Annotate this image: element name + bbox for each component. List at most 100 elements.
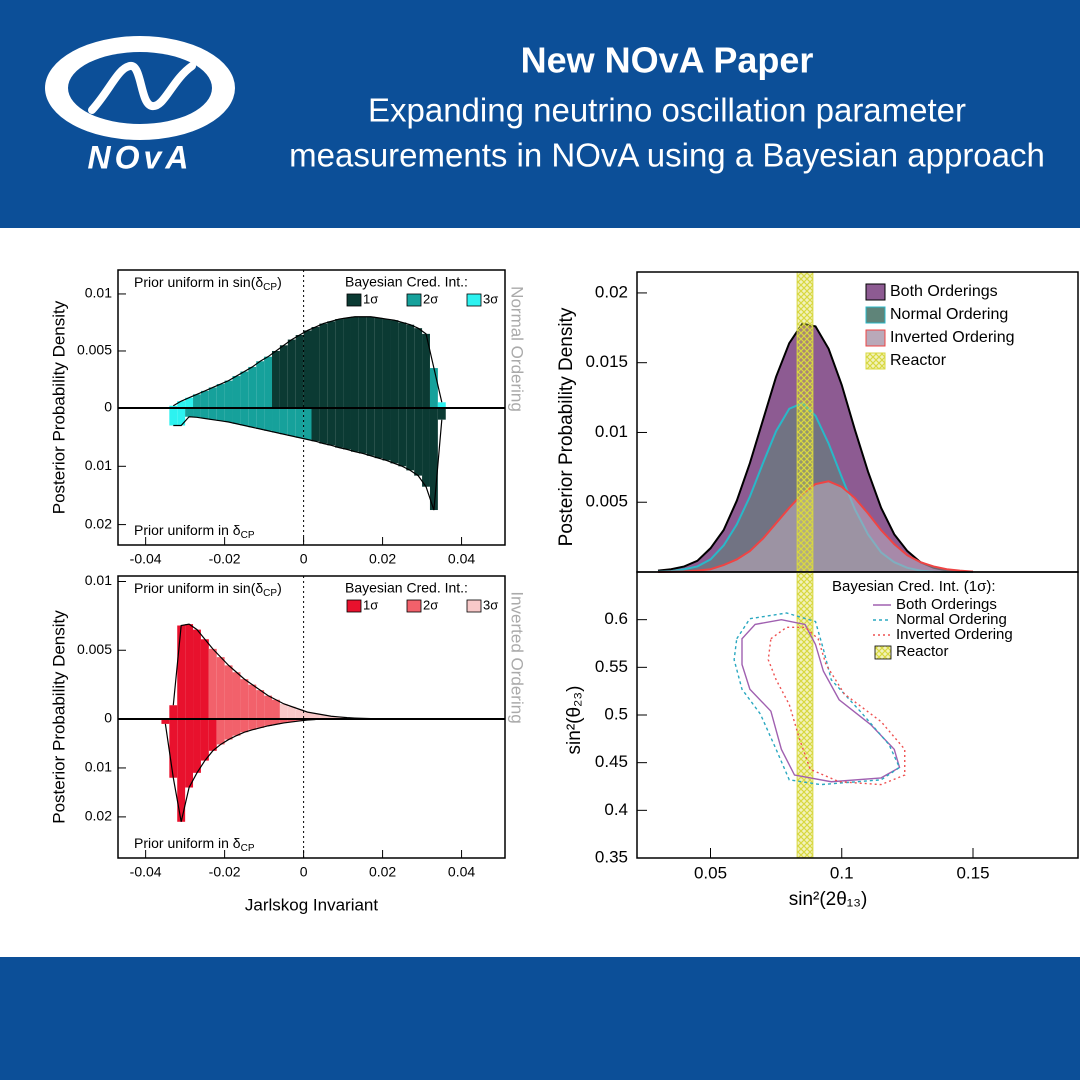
histogram-bin <box>200 408 209 419</box>
logo-swoosh <box>88 62 196 114</box>
histogram-bin <box>264 356 273 408</box>
histogram-bin <box>311 713 320 719</box>
legend-label: Normal Ordering <box>890 306 1008 323</box>
y-tick-label: 0 <box>104 399 112 415</box>
y-tick-label: 0.005 <box>585 492 628 511</box>
histogram-bin <box>437 402 446 408</box>
x-axis-label: Jarlskog Invariant <box>245 895 379 914</box>
histogram-bin <box>224 380 233 408</box>
annotation-text: Prior uniform in δ <box>134 835 241 851</box>
subtitle-line: measurements in NOvA using a Bayesian ap… <box>289 137 1045 174</box>
density-outline <box>172 623 387 720</box>
histogram-bin <box>272 350 280 408</box>
histogram-bin <box>185 719 194 788</box>
histogram-bin <box>169 705 178 719</box>
histogram-bin <box>295 408 304 438</box>
x-tick-label: 0.02 <box>369 551 396 567</box>
y-tick-label: 0.4 <box>604 800 628 819</box>
annotation-text: Prior uniform in δ <box>134 522 241 538</box>
histogram-bin <box>406 408 415 471</box>
density-outline <box>172 316 443 407</box>
legend-label: Reactor <box>890 352 947 369</box>
x-tick-label: 0 <box>300 864 308 880</box>
x-tick-label: 0.02 <box>369 864 396 880</box>
histogram-bin <box>390 408 399 464</box>
x-tick-label: 0.04 <box>448 864 475 880</box>
histogram-bin <box>208 719 217 751</box>
histogram-bin <box>208 648 217 719</box>
histogram-bin <box>185 624 194 719</box>
y-axis-label: Posterior Probability Density <box>49 610 68 824</box>
histogram-bin <box>295 709 304 719</box>
histogram-bin <box>327 716 336 719</box>
histogram-bin <box>366 316 375 408</box>
histogram-bin <box>256 719 265 728</box>
density-line <box>657 480 974 573</box>
legend-swatch <box>865 283 886 301</box>
histogram-bin <box>200 390 209 408</box>
histogram-bin <box>177 401 186 408</box>
reactor-band <box>796 571 814 859</box>
histogram-bin <box>224 408 233 422</box>
legend-swatch <box>874 645 892 660</box>
footer-band <box>0 957 1080 1080</box>
x-tick-label: -0.04 <box>130 551 162 567</box>
y-tick-label: 0.02 <box>595 282 628 301</box>
y-tick-label: 0.45 <box>595 752 628 771</box>
histogram-bin <box>272 699 280 719</box>
histogram-bin <box>422 408 430 487</box>
x-tick-label: -0.02 <box>209 864 241 880</box>
density-area <box>658 481 973 572</box>
histogram-bin <box>272 408 280 433</box>
legend-swatch <box>346 599 362 613</box>
histogram-bin <box>279 719 288 723</box>
y-tick-label: 0.5 <box>604 704 628 723</box>
legend-label: 3σ <box>483 597 498 612</box>
legend-label: Inverted Ordering <box>896 626 1013 643</box>
histogram-bin <box>193 719 201 773</box>
histogram-bin <box>374 317 383 408</box>
histogram-bin <box>169 408 178 426</box>
histogram-bin <box>208 408 217 420</box>
y-tick-label: 0.01 <box>85 572 112 588</box>
legend-label: 3σ <box>483 291 498 306</box>
y-tick-label: 0.01 <box>85 457 112 473</box>
histogram-bin <box>335 319 344 408</box>
annotation-text: Prior uniform in sin(δ <box>134 580 263 596</box>
histogram-bin <box>429 408 438 511</box>
histogram-bin <box>319 408 328 444</box>
legend-label: 1σ <box>363 291 378 306</box>
histogram-bin <box>382 319 391 408</box>
legend-label: Reactor <box>896 643 949 660</box>
x-tick-label: -0.04 <box>130 864 162 880</box>
legend-label: Normal Ordering <box>896 611 1007 628</box>
histogram-bin <box>177 719 186 822</box>
histogram-bin <box>327 321 336 408</box>
y-axis-label: Posterior Probability Density <box>556 307 577 546</box>
legend-label: 2σ <box>423 597 438 612</box>
x-tick-label: -0.02 <box>209 551 241 567</box>
histogram-bin <box>303 408 312 440</box>
annotation: Prior uniform in sin(δCP) <box>134 580 282 599</box>
histogram-bin <box>161 719 170 724</box>
annotation-text: ) <box>277 580 282 596</box>
annotation: Prior uniform in sin(δCP) <box>134 274 282 293</box>
histogram-bin <box>311 327 320 408</box>
annotation-subscript: CP <box>241 843 255 854</box>
legend-swatch <box>865 306 886 324</box>
histogram-bin <box>287 339 296 408</box>
histogram-bin <box>169 405 178 408</box>
histogram-bin <box>398 322 407 408</box>
histogram-bin <box>390 320 399 408</box>
y-tick-label: 0.6 <box>604 609 628 628</box>
histogram-bin <box>248 408 257 428</box>
x-tick-label: 0.05 <box>694 863 727 882</box>
histogram-bin <box>414 408 423 476</box>
annotation: Prior uniform in δCP <box>134 522 255 541</box>
histogram-bin <box>224 719 233 740</box>
y-tick-label: 0.55 <box>595 657 628 676</box>
legend-label: Inverted Ordering <box>890 329 1015 346</box>
histogram-bin <box>303 712 312 719</box>
histogram-bin <box>366 408 375 456</box>
